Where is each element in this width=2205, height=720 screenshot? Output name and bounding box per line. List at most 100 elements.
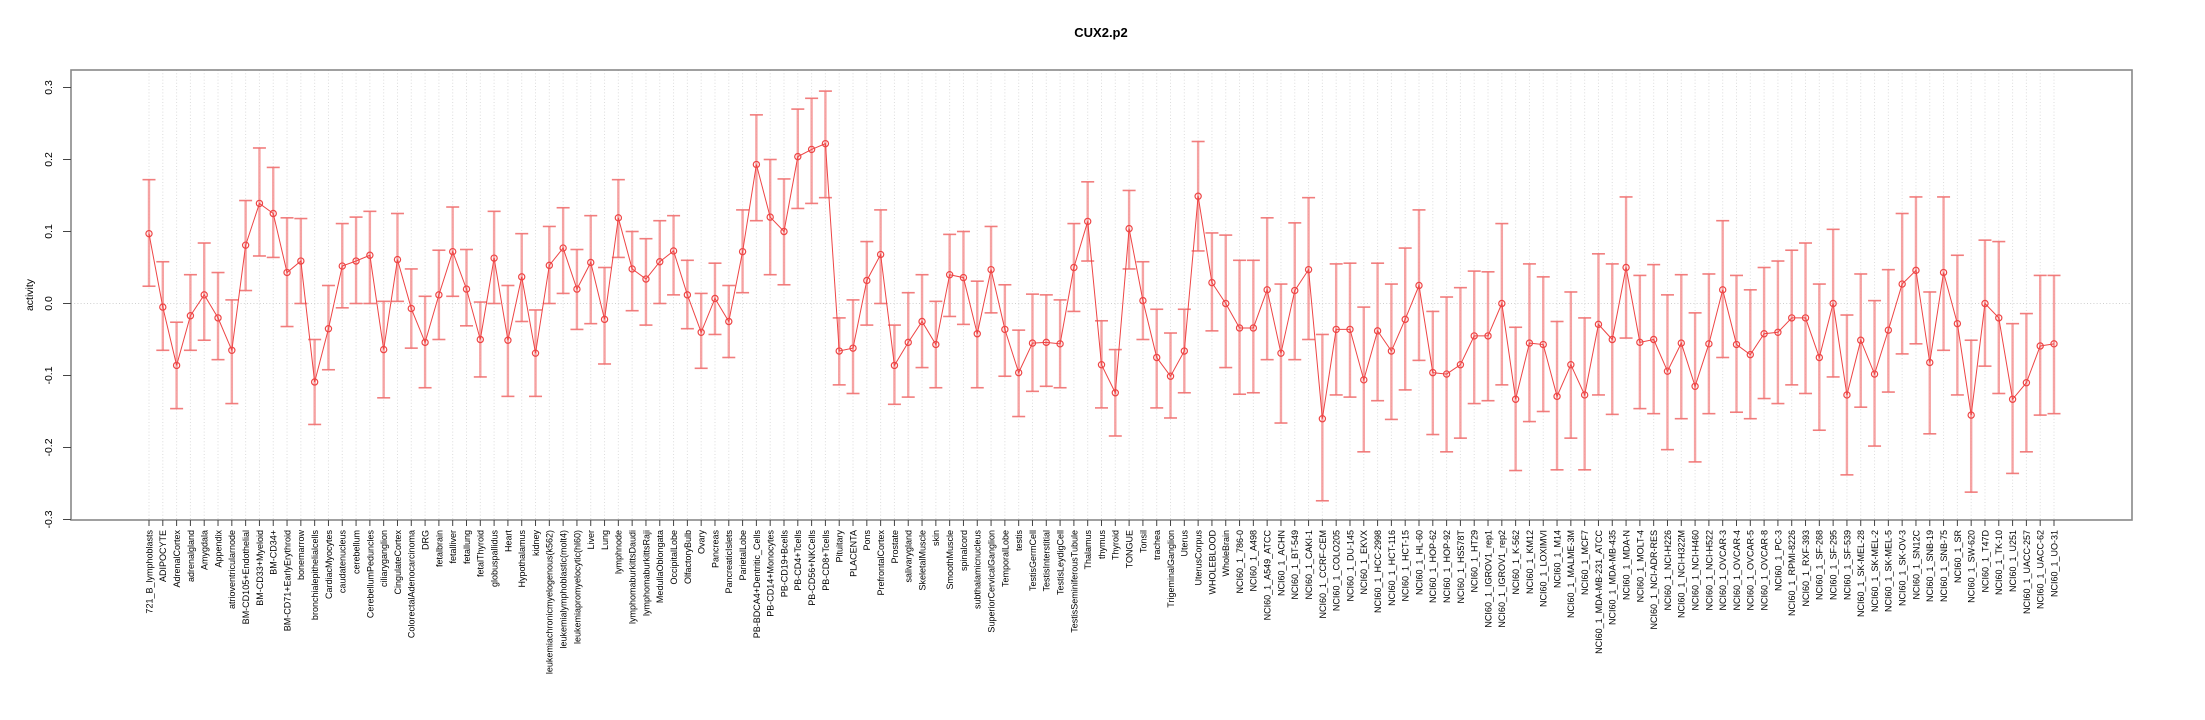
x-tick-label: NCI60_1_HCC-2998 [1373,530,1383,613]
error-bar [1039,294,1053,388]
data-point [1249,324,1258,332]
data-point [904,338,912,347]
y-tick-label: -0.3 [43,510,55,528]
x-tick-label: Thalamus [1083,530,1093,570]
gridlines [148,70,2055,520]
x-tick-label: PB-CD56+NKCells [807,530,817,606]
x-tick-label: NCI60_1_786-0 [1235,530,1245,594]
data-point [1318,415,1327,423]
data-point [780,227,788,236]
data-point [1953,319,1962,328]
error-bar [584,214,598,325]
data-point [1829,299,1837,308]
x-tick-label: PB-CD19+Bcells [779,530,789,598]
data-point [1387,347,1396,355]
data-point [1056,340,1064,348]
data-point [656,258,664,266]
error-bar [2033,274,2047,416]
x-tick-label: TONGUE [1125,530,1135,568]
x-tick-label: PLACENTA [848,530,858,577]
data-point [1456,361,1465,369]
data-point [1870,370,1879,378]
x-tick-label: NCI60_1_SF-268 [1815,530,1825,600]
x-tick-label: Pituitary [835,530,845,563]
data-point [628,265,636,273]
data-point [1981,299,1989,308]
data-point [2022,379,2031,387]
x-tick-label: TestisLeydigCell [1055,530,1065,595]
data-point [1553,392,1561,401]
x-tick-label: NCI60_1_MOLT-4 [1635,530,1645,602]
data-point [1580,391,1589,399]
x-tick-label: PancreaticIslets [724,530,734,594]
x-tick-label: CerebellumPeduncles [365,530,375,619]
error-bar [252,147,266,257]
x-tick-label: NCI60_1_HL-60 [1414,530,1424,595]
data-point [1166,372,1175,380]
error-bar [805,97,819,205]
x-tick-label: kidney [531,530,541,557]
data-point [1995,314,2003,322]
error-bar [142,178,156,288]
data-point [1332,325,1340,334]
x-tick-label: caudatenucleus [338,530,348,594]
x-tick-label: NCI60_1_EKVX [1359,530,1369,595]
x-tick-label: NCI60_1_MCF7 [1580,530,1590,595]
error-bar [1274,283,1288,424]
data-point [352,257,360,265]
error-bar [1716,219,1730,359]
x-tick-label: leukemiapromyelocytic(hl60) [572,530,582,644]
data-point [490,254,498,262]
error-bar [1219,234,1233,369]
series-line [148,142,2055,419]
x-tick-label: NCI60_1_SK-MEL-5 [1884,530,1894,612]
x-tick-label: NCI60_1_SNB-75 [1939,530,1949,602]
x-tick-label: fetalliver [448,530,458,564]
x-tick-label: NCI60_1_CAKI-1 [1304,530,1314,600]
x-tick-label: NCI60_1_OVCAR-5 [1746,530,1756,611]
y-tick-label: -0.1 [43,366,55,384]
data-point [1070,263,1078,272]
x-tick-label: NCI60_1_SK-MEL-28 [1856,530,1866,617]
x-tick-label: NCI60_1_SR [1953,530,1963,584]
x-tick-label: TestisGermCell [1028,530,1038,591]
data-point [379,345,388,354]
data-points [145,139,2058,423]
data-point [600,315,609,324]
data-point [1732,340,1741,349]
data-point [1663,367,1672,375]
x-tick-label: NCI60_1_UACC-62 [2036,530,2046,609]
data-point [310,378,319,386]
data-point [766,213,774,221]
x-tick-label: OlfactoryBulb [683,530,693,584]
data-point [241,241,250,249]
error-bar [1302,196,1316,341]
error-bar [2047,274,2061,415]
x-tick-label: NCI60_1_IGROV1_rep2 [1497,530,1507,628]
x-tick-label: NCI60_1_T47D [1980,530,1990,593]
x-tick-label: NCI60_1_RXF-393 [1801,530,1811,607]
x-tick-label: lymphnode [614,530,624,574]
data-point [228,346,236,354]
data-point [407,304,415,313]
error-bar [1453,286,1467,439]
x-tick-label: cerebellum [351,530,361,574]
x-tick-label: subthalamicnucleus [973,530,983,610]
data-point [614,214,623,222]
data-point [324,325,333,333]
data-point [876,250,885,259]
data-point [1097,361,1106,369]
data-point [366,251,374,259]
error-bar [1467,270,1481,405]
y-tick-label: 0.2 [43,152,55,167]
x-tick-label: NCI60_1_HOP-92 [1442,530,1452,603]
x-tick-label: trachea [1152,530,1162,560]
data-point [393,255,402,264]
x-tick-label: Amygdala [200,530,210,570]
x-tick-label: SuperiorCervicalGanglion [986,530,996,633]
x-tick-label: atrioventricularnode [227,530,237,609]
error-bar [1150,308,1164,409]
x-tick-label: NCI60_1_MDA-MB-435 [1608,530,1618,625]
x-tick-label: TrigeminalGanglion [1166,530,1176,608]
